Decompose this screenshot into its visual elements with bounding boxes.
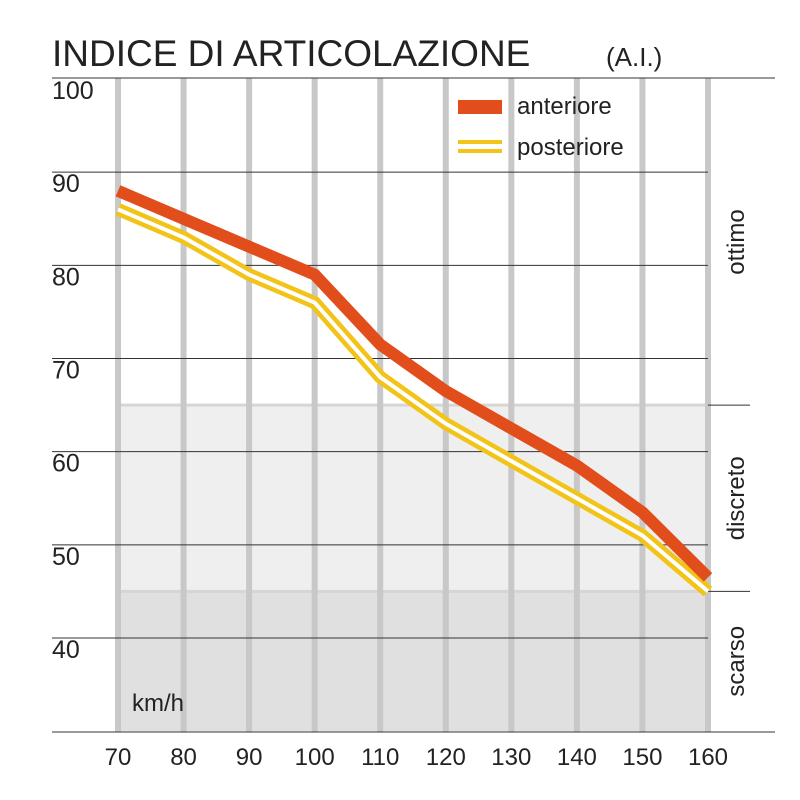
x-tick-label: 150 [622, 744, 662, 771]
x-axis-label: km/h [132, 690, 184, 717]
x-tick-label: 100 [295, 744, 335, 771]
band-scarso [118, 591, 708, 732]
series-line-anteriore [115, 185, 713, 582]
legend-label-anteriore: anteriore [517, 93, 612, 120]
y-tick-label: 100 [52, 77, 94, 105]
x-tick-label: 90 [236, 744, 263, 771]
y-tick-label: 60 [52, 450, 80, 478]
x-tick-label: 130 [491, 744, 531, 771]
vertical-gridlines [115, 78, 711, 732]
legend-swatch-posteriore [458, 140, 502, 153]
band-ottimo [118, 79, 708, 406]
zone-label-discreto: discreto [723, 456, 750, 540]
x-tick-labels: 70 80 90 100 110 120 130 140 150 160 [105, 744, 728, 771]
background-bands [118, 79, 708, 732]
x-tick-label: 70 [105, 744, 132, 771]
x-tick-label: 120 [426, 744, 466, 771]
y-tick-labels: 40 50 60 70 80 90 100 [52, 77, 94, 664]
legend: anteriore posteriore [458, 93, 624, 161]
y-tick-label: 70 [52, 357, 80, 385]
series-line-posteriore-gap [117, 207, 710, 593]
y-tick-label: 80 [52, 263, 80, 291]
horizontal-gridlines [52, 77, 775, 733]
band-discreto [118, 405, 708, 592]
chart-subtitle: (A.I.) [606, 42, 662, 72]
y-tick-label: 90 [52, 170, 80, 198]
zone-labels: ottimo discreto scarso [723, 209, 750, 696]
series-posteriore [115, 203, 713, 597]
zone-label-ottimo: ottimo [723, 209, 750, 274]
series-lines [115, 185, 713, 597]
zone-label-scarso: scarso [723, 626, 750, 697]
y-tick-label: 50 [52, 543, 80, 571]
x-tick-label: 80 [170, 744, 197, 771]
y-tick-label: 40 [52, 636, 80, 664]
x-tick-label: 140 [557, 744, 597, 771]
x-tick-label: 160 [688, 744, 728, 771]
chart-title: INDICE DI ARTICOLAZIONE [52, 33, 530, 74]
x-tick-label: 110 [361, 744, 399, 771]
band-boundary [118, 589, 708, 593]
legend-swatch-anteriore [458, 100, 502, 114]
legend-label-posteriore: posteriore [517, 134, 624, 161]
